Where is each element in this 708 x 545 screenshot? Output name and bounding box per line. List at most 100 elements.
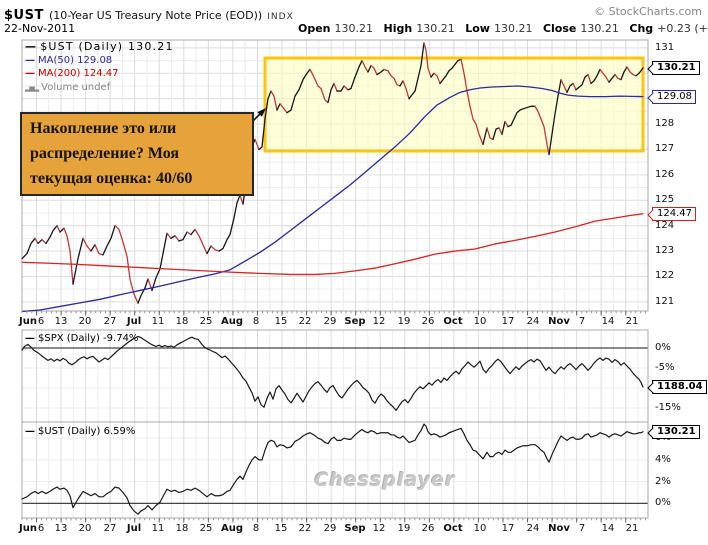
x-axis-tick-label: 19	[397, 316, 411, 327]
instrument-name: (10-Year US Treasury Note Price (EOD))	[48, 9, 263, 22]
legend-label: $UST (Daily) 130.21	[40, 40, 174, 53]
x-axis-tick-label: 25	[199, 316, 213, 327]
x-axis-tick-label: 20	[78, 316, 92, 327]
y-axis-label: 0%	[655, 342, 671, 353]
close-label: Close	[542, 22, 577, 35]
y-axis-label: 128	[655, 118, 675, 130]
x-axis-tick-label: 14	[601, 316, 615, 327]
legend-label: $UST (Daily) 6.59%	[38, 426, 136, 437]
axis-price-tag: 130.21	[647, 60, 700, 75]
x-axis-tick-label: Jun	[19, 523, 37, 534]
price-line-segment	[45, 225, 58, 245]
legend-item: — MA(50) 129.08	[25, 54, 112, 67]
axis-price-tag: 129.08	[647, 89, 696, 104]
price-line-segment	[72, 237, 84, 285]
legend-label: MA(50) 129.08	[38, 54, 113, 66]
price-line-segment	[548, 78, 562, 156]
x-axis-tick-label: Sep	[344, 316, 366, 327]
price-line-segment	[492, 127, 500, 140]
price-line-segment	[194, 228, 208, 255]
x-axis-tick-label: 14	[601, 523, 615, 534]
price-line-segment	[37, 238, 43, 245]
price-line-segment	[174, 235, 180, 242]
y-axis-label: 131	[655, 41, 675, 53]
annotation-line: распределение? Моя	[30, 145, 180, 162]
x-axis-tick-label: 20	[78, 523, 92, 534]
price-line-segment	[347, 59, 363, 91]
x-axis-tick-label: Jul	[126, 523, 142, 534]
price-line-segment	[498, 127, 503, 135]
price-line-segment	[309, 68, 329, 104]
x-axis-tick-label: 12	[372, 316, 386, 327]
axis-price-tag: 130.21	[647, 424, 700, 439]
x-axis-tick-label: 6	[37, 316, 45, 327]
price-line-segment	[587, 73, 592, 85]
panel-frame	[21, 421, 649, 519]
x-axis-tick-label: 24	[526, 316, 540, 327]
x-axis-tick-label: 25	[199, 523, 213, 534]
price-line-segment	[572, 82, 577, 91]
legend-dash-icon: —	[25, 54, 35, 66]
price-line-segment	[333, 82, 338, 92]
price-line-segment	[575, 73, 589, 91]
x-axis-tick-label: 13	[54, 523, 68, 534]
x-axis-tick-label: 29	[323, 523, 337, 534]
x-axis-tick-label: Oct	[443, 316, 463, 327]
legend-item: — MA(200) 124.47	[25, 67, 119, 80]
x-axis-tick-label: 10	[473, 523, 487, 534]
x-axis-tick-label: 26	[421, 316, 435, 327]
x-axis-tick-label: 17	[501, 316, 515, 327]
x-axis-tick-label: 11	[151, 316, 165, 327]
price-line-segment	[430, 72, 435, 78]
price-line-segment	[560, 78, 568, 93]
chg-value: +0.23 (+0.17%)	[657, 22, 708, 35]
price-line-segment	[343, 85, 349, 91]
price-line-segment	[370, 65, 378, 76]
exchange-label: INDX	[267, 12, 294, 22]
annotation-line: Накопление это или	[30, 120, 177, 137]
quote-row: 22-Nov-2011 Open 130.21 High 130.21 Low 130…	[4, 22, 708, 36]
x-axis-tick-label: 19	[397, 523, 411, 534]
price-line-segment	[270, 90, 278, 111]
price-line-segment	[170, 235, 176, 240]
x-axis-tick-label: Aug	[220, 316, 244, 327]
x-axis-tick-label: 10	[473, 316, 487, 327]
copyright-label: © StockCharts.com	[594, 5, 702, 18]
x-axis-tick-label: Oct	[443, 523, 463, 534]
y-axis-label: 0%	[655, 497, 671, 509]
legend-dash-icon: —	[25, 40, 38, 53]
x-axis-tick-label: Nov	[548, 523, 570, 534]
x-axis-tick-label: Jul	[126, 316, 142, 327]
legend-label: $SPX (Daily) -9.74%	[38, 333, 139, 344]
price-line-segment	[501, 120, 506, 135]
y-axis-label: 124	[655, 219, 675, 231]
x-axis-tick-label: 27	[103, 316, 117, 327]
y-axis-label: 4%	[655, 453, 671, 465]
x-axis-tick-label: 8	[252, 316, 260, 327]
price-line-segment	[614, 73, 622, 81]
price-line-segment	[190, 228, 196, 236]
low-value: 130.21	[493, 22, 533, 35]
price-line-segment	[137, 278, 149, 304]
x-axis-tick-label: 27	[103, 523, 117, 534]
annotation-callout: Накопление это или распределение? Моя те…	[20, 112, 254, 196]
price-line-segment	[279, 103, 288, 114]
legend-dash-icon: —	[25, 333, 35, 344]
price-line-segment	[534, 105, 550, 156]
series-line--ust-daily-	[21, 423, 644, 515]
legend-label: Volume undef	[41, 81, 111, 93]
x-axis-tick-label: Sep	[344, 523, 366, 534]
x-axis-tick-label: 7	[578, 523, 586, 534]
y-axis-label: 125	[655, 194, 675, 206]
price-line-segment	[82, 237, 92, 252]
price-line-segment	[102, 225, 116, 256]
x-axis-tick-label: 15	[274, 523, 288, 534]
y-axis-label: 127	[655, 143, 675, 155]
price-line-segment	[41, 238, 47, 245]
legend-item: — $UST (Daily) 6.59%	[25, 425, 135, 438]
price-line-segment	[383, 68, 401, 87]
price-line-segment	[482, 127, 488, 146]
annotation-line: текущая оценка: 40/60	[30, 170, 193, 187]
x-axis-tick-label: 6	[37, 523, 45, 534]
series-line-ma-200-	[21, 213, 644, 276]
